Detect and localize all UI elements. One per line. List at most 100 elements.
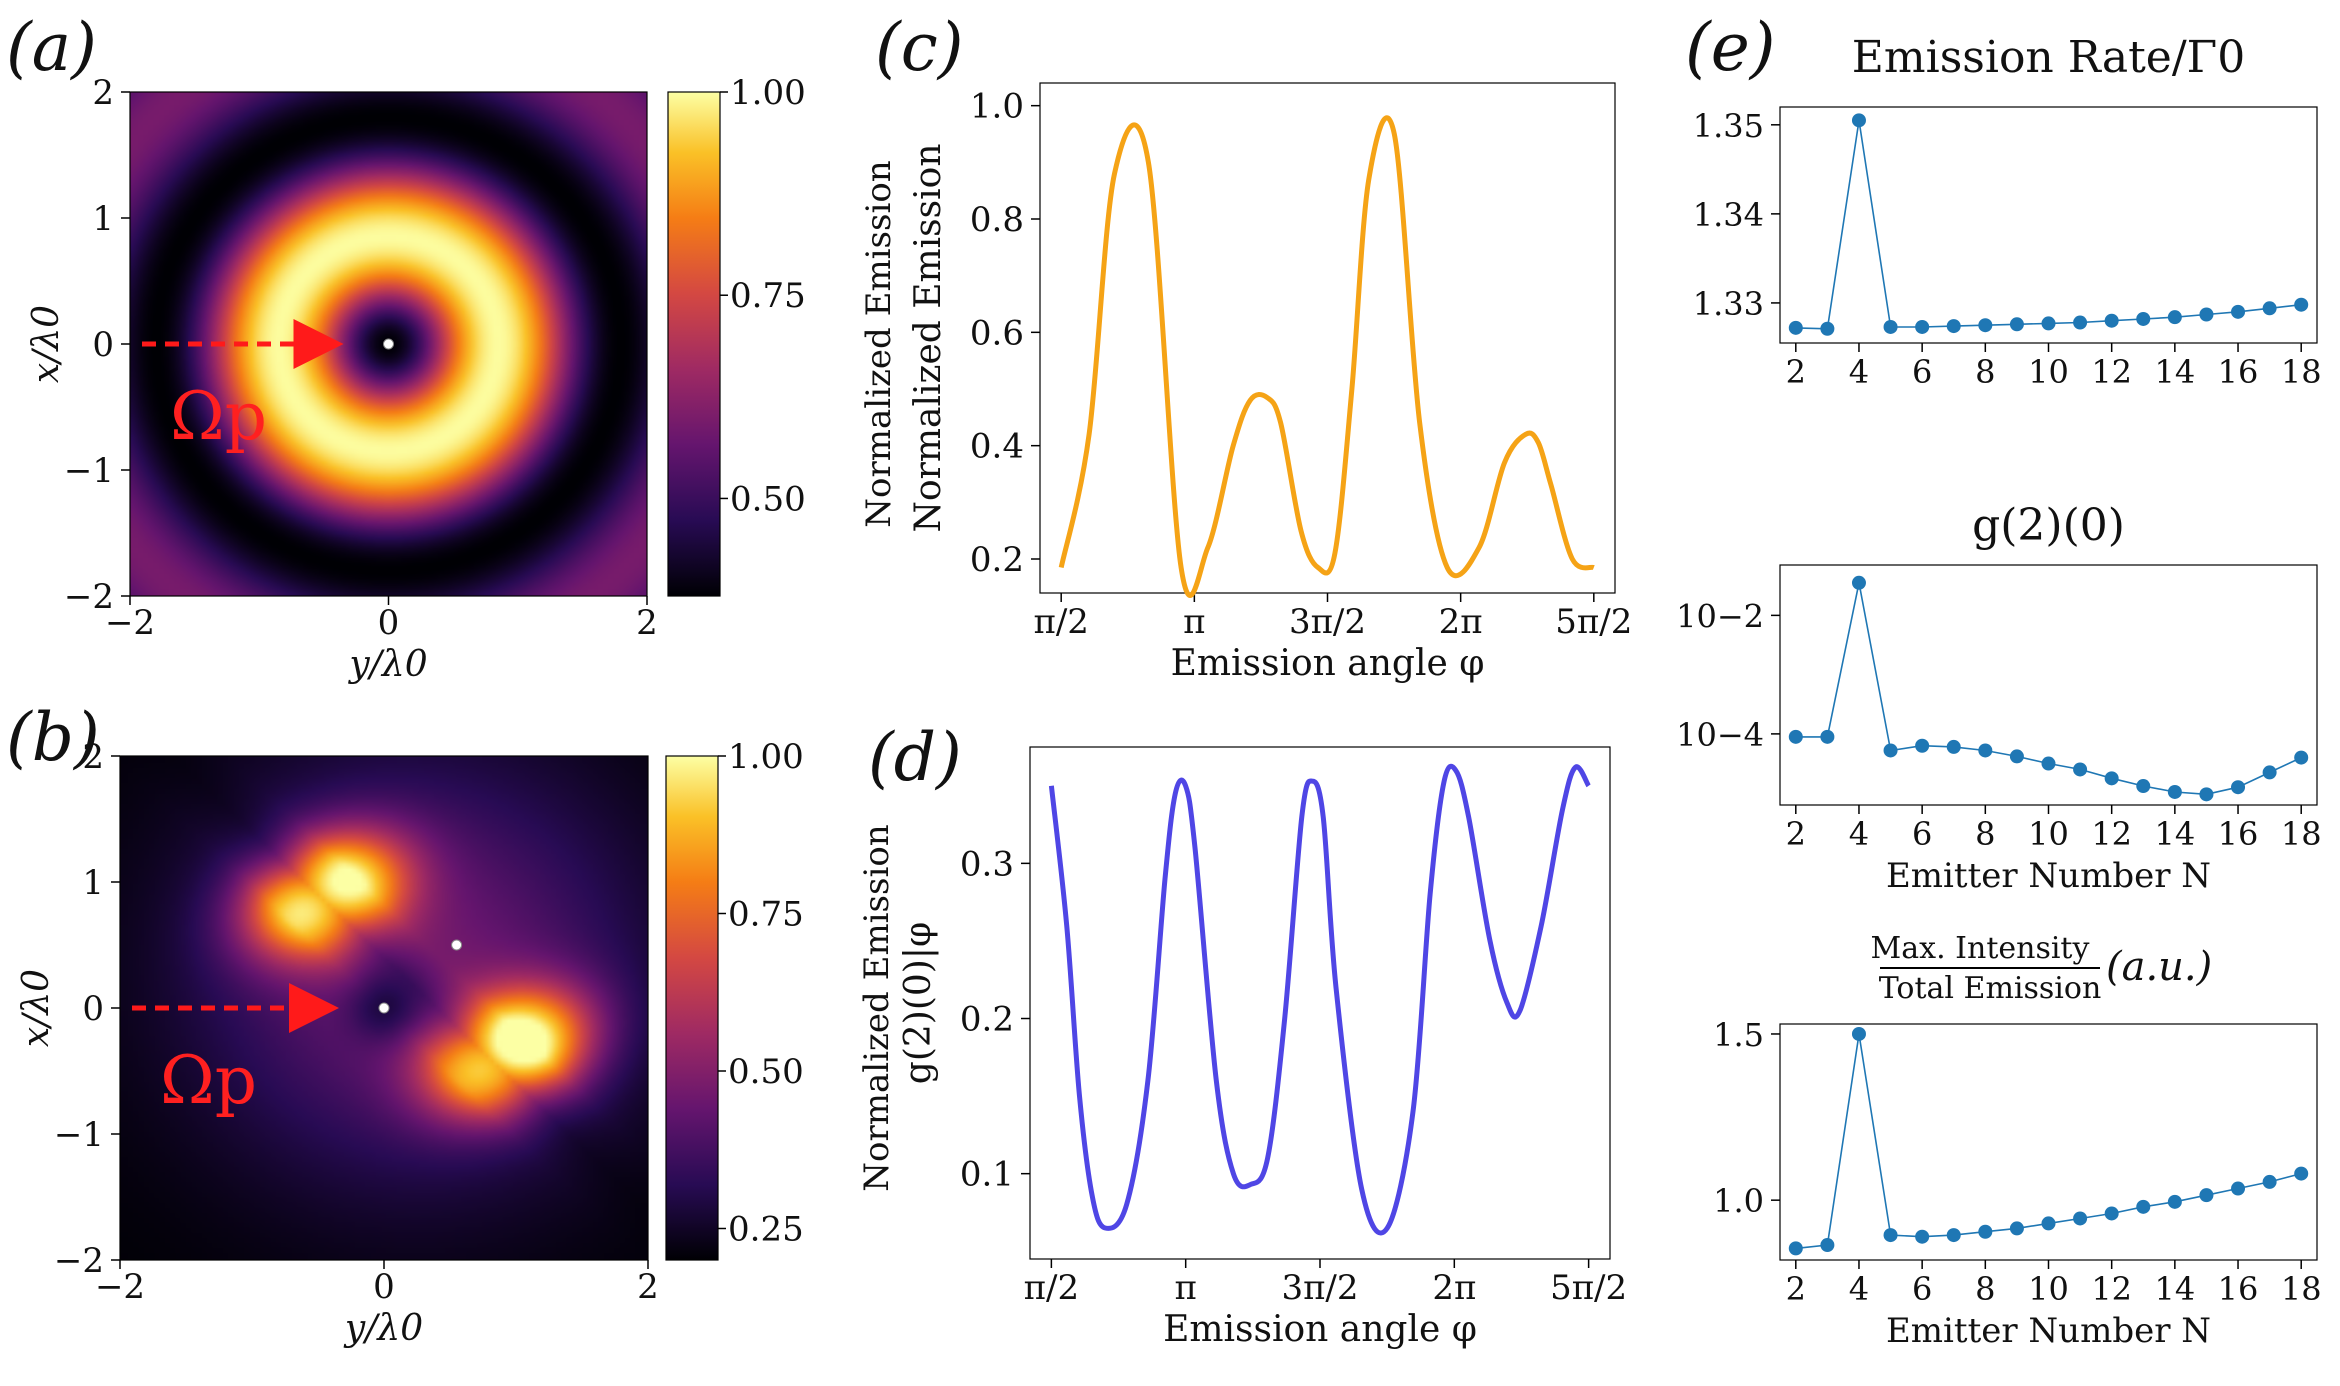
y-tick-label: 10−2: [1676, 597, 1764, 635]
data-point: [2009, 1221, 2024, 1236]
data-point: [1978, 743, 1993, 758]
colorbar: [667, 91, 721, 597]
series-line: [1058, 115, 1595, 598]
x-tick-label: 3π/2: [1281, 1268, 1358, 1308]
emitter-dot: [451, 939, 463, 951]
x-axis-label: Emitter Number N: [1886, 856, 2211, 896]
panel-c: π/2 π 3π/2 2π 5π/2 0.2 0.4 0.6 0.8 1.0 Emission an…: [908, 82, 1632, 684]
panel-label: (c): [875, 9, 963, 86]
x-tick-label: 4: [1849, 815, 1869, 853]
data-point: [1851, 113, 1866, 128]
data-point: [2167, 1194, 2182, 1209]
colorbar-tick-label: 0.75: [730, 276, 806, 316]
emitter-dot: [383, 338, 394, 350]
x-tick-label: −2: [95, 1267, 145, 1307]
data-point: [1915, 319, 1930, 334]
x-tick-label: 4: [1849, 1270, 1869, 1308]
x-tick-label: 5π/2: [1555, 602, 1632, 642]
panel-label: (a): [6, 9, 97, 86]
data-point: [1820, 321, 1835, 336]
data-point: [2294, 297, 2309, 312]
colorbar-label: Normalized Emission: [857, 824, 897, 1191]
x-tick-label: 2: [637, 1267, 659, 1307]
y-tick-label: 1.33: [1693, 285, 1764, 323]
y-tick-label: −1: [64, 451, 114, 491]
data-point: [2231, 780, 2246, 795]
data-point: [2009, 317, 2024, 332]
data-point: [2104, 313, 2119, 328]
x-tick-label: 18: [2281, 815, 2322, 853]
y-tick-label: 1.0: [1713, 1182, 1764, 1220]
colorbar-tick-label: 0.50: [730, 479, 806, 519]
data-point: [2041, 756, 2056, 771]
panel-e-g2: 2 4 6 8 10 12 14 16 18 10−2 10−4 Emitter Number N g(…: [1676, 500, 2321, 896]
y-tick-label: 1.5: [1713, 1016, 1764, 1054]
series-line: [1795, 1033, 2302, 1250]
plot-title: g(2)(0): [1972, 500, 2125, 551]
y-tick-label: 1.34: [1693, 196, 1764, 234]
x-tick-label: 8: [1975, 815, 1995, 853]
data-point: [2104, 771, 2119, 786]
colorbar-tick-label: 1.00: [730, 73, 806, 113]
x-tick-label: 2: [1786, 815, 1806, 853]
data-point: [2041, 1216, 2056, 1231]
data-point: [2073, 762, 2088, 777]
data-point: [2167, 784, 2182, 799]
x-tick-label: 2: [636, 603, 658, 643]
data-point: [1788, 729, 1803, 744]
x-tick-label: 2: [1786, 1270, 1806, 1308]
x-tick-label: 12: [2091, 815, 2132, 853]
data-point: [1883, 743, 1898, 758]
data-point: [2009, 749, 2024, 764]
y-tick-label: 0.1: [960, 1155, 1014, 1195]
data-point: [2104, 1206, 2119, 1221]
data-point: [1788, 320, 1803, 335]
x-tick-label: 6: [1912, 815, 1932, 853]
x-tick-label: 10: [2028, 1270, 2069, 1308]
data-point: [2167, 310, 2182, 325]
colorbar-label: Normalized Emission: [859, 160, 899, 527]
colorbar: [665, 755, 719, 1261]
y-tick-label: 0.2: [960, 1000, 1014, 1040]
colorbar-tick-label: 0.25: [728, 1210, 804, 1250]
x-tick-label: 2π: [1432, 1268, 1476, 1308]
y-tick-label: 1: [82, 863, 104, 903]
x-tick-label: 12: [2091, 353, 2132, 391]
data-point: [1978, 318, 1993, 333]
y-tick-label: −2: [64, 577, 114, 617]
data-point: [2073, 315, 2088, 330]
x-tick-label: 18: [2281, 1270, 2322, 1308]
x-tick-label: π/2: [1033, 602, 1088, 642]
title-suffix: (a.u.): [2106, 944, 2212, 990]
y-tick-label: 10−4: [1676, 716, 1764, 754]
data-point: [1915, 738, 1930, 753]
y-tick-label: 2: [92, 73, 114, 113]
data-point: [2231, 304, 2246, 319]
data-point: [1946, 1228, 1961, 1243]
title-numerator: Max. Intensity: [1871, 931, 2090, 966]
data-point: [2294, 750, 2309, 765]
data-point: [1820, 1238, 1835, 1253]
title-denominator: Total Emission: [1879, 971, 2102, 1006]
x-tick-label: 3π/2: [1289, 602, 1366, 642]
x-tick-label: 16: [2218, 1270, 2259, 1308]
y-tick-label: 1: [92, 199, 114, 239]
x-tick-label: 4: [1849, 353, 1869, 391]
y-tick-label: 0.6: [970, 313, 1024, 353]
data-point: [1788, 1241, 1803, 1256]
series-line: [1795, 120, 2302, 330]
x-tick-label: 2π: [1439, 602, 1483, 642]
data-point: [2136, 311, 2151, 326]
panel-d: π/2 π 3π/2 2π 5π/2 0.1 0.2 0.3 Emission angle φ g…: [898, 746, 1627, 1350]
data-point: [1915, 1229, 1930, 1244]
x-tick-label: −2: [105, 603, 155, 643]
x-tick-label: 0: [378, 603, 400, 643]
data-point: [2199, 787, 2214, 802]
y-axis-label: x/λ0: [16, 969, 57, 1047]
x-axis-label: Emitter Number N: [1886, 1311, 2211, 1351]
x-tick-label: π/2: [1024, 1268, 1079, 1308]
y-axis-label: Normalized Emission: [908, 143, 949, 532]
data-point: [1851, 1026, 1866, 1041]
x-tick-label: 14: [2154, 1270, 2195, 1308]
x-axis-label: Emission angle φ: [1171, 643, 1485, 684]
